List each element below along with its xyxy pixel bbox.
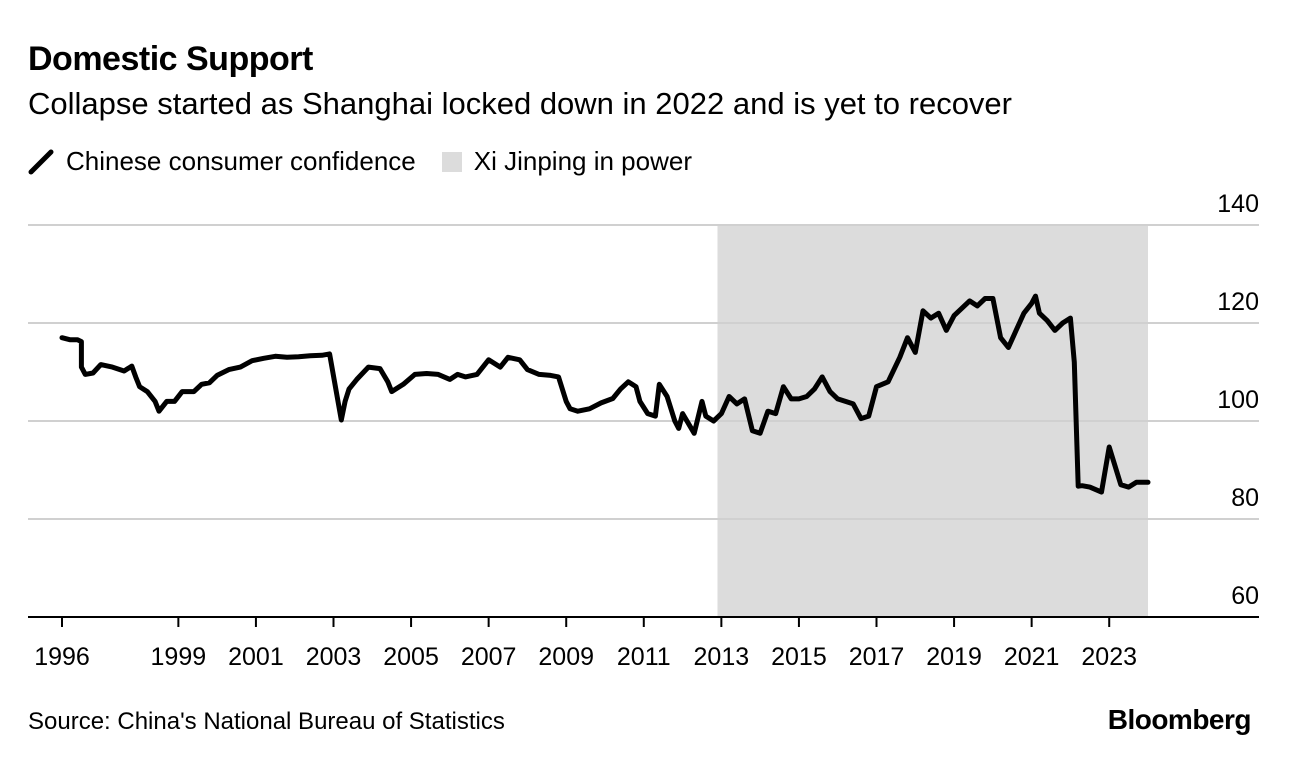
x-tick-label-2011: 2011 [617, 643, 671, 671]
x-tick-label-2003: 2003 [306, 643, 362, 671]
chart-subtitle: Collapse started as Shanghai locked down… [28, 86, 1012, 121]
y-tick-label-100: 100 [1217, 386, 1259, 414]
legend-item-xi-jinping: Xi Jinping in power [441, 146, 692, 177]
chart-title: Domestic Support [28, 40, 313, 78]
line-chart: 60 80 100 120 140 1996 1999 2001 2003 2005 2007 200… [28, 190, 1259, 671]
source-note: Source: China's National Bureau of Stati… [28, 708, 505, 735]
bloomberg-logo: Bloomberg [1107, 704, 1252, 735]
x-tick-label-1996: 1996 [34, 643, 90, 671]
series-line-consumer-confidence [59, 293, 1151, 495]
y-tick-label-80: 80 [1231, 484, 1259, 512]
legend-item-consumer-confidence: Chinese consumer confidence [28, 146, 416, 177]
x-tick-label-2005: 2005 [383, 643, 439, 671]
x-tick-label-2009: 2009 [538, 643, 594, 671]
x-tick-label-2021: 2021 [1004, 643, 1060, 671]
legend: Chinese consumer confidence Xi Jinping i… [28, 146, 718, 177]
x-tick-label-2013: 2013 [694, 643, 750, 671]
x-tick-label-2019: 2019 [926, 643, 982, 671]
x-tick-label-2015: 2015 [771, 643, 827, 671]
legend-label-xi-jinping: Xi Jinping in power [473, 146, 692, 176]
x-tick-label-2023: 2023 [1081, 643, 1137, 671]
x-tick-label-2001: 2001 [228, 643, 284, 671]
y-tick-label-60: 60 [1231, 582, 1259, 610]
y-tick-label-120: 120 [1217, 288, 1259, 316]
x-tick-label-2017: 2017 [849, 643, 905, 671]
y-tick-label-140: 140 [1217, 190, 1259, 218]
legend-square-icon [441, 151, 462, 172]
x-tick-label-1999: 1999 [151, 643, 207, 671]
legend-label-consumer-confidence: Chinese consumer confidence [66, 146, 416, 176]
x-tick-label-2007: 2007 [461, 643, 517, 671]
legend-line-icon [28, 149, 54, 174]
